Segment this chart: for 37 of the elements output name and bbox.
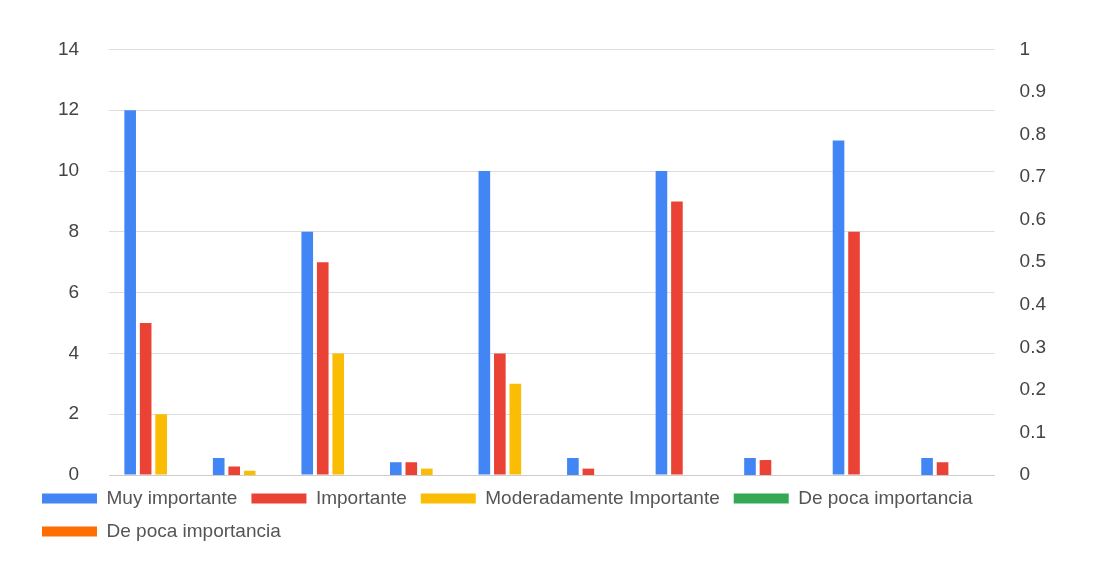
bar [848,231,860,475]
bar [832,140,845,475]
y2-tick-label: 0.5 [1019,250,1047,272]
bar [301,231,314,475]
y-tick-label: 0 [68,463,80,485]
y-tick-label: 12 [57,98,80,120]
legend-label: Importante [315,486,407,508]
legend-label: De poca importancia [106,519,282,541]
legend-label: De poca importancia [798,486,973,508]
bar [316,262,329,475]
y2-tick-label: 0.1 [1019,420,1047,442]
y-tick-label: 4 [68,341,80,363]
y2-tick-label: 0.9 [1019,80,1047,102]
bar [124,110,136,475]
bar [494,353,506,475]
bar [655,171,668,475]
legend-label: Moderadamente Importante [485,486,720,508]
bar [155,414,167,475]
y2-tick-label: 0.3 [1019,335,1047,357]
y2-tick-label: 0.4 [1019,292,1047,314]
y2-tick-label: 0.7 [1019,165,1047,187]
y2-tick-label: 0.2 [1019,378,1047,400]
bar [332,353,345,475]
bar [478,171,491,475]
legend-label: Muy importante [106,486,238,508]
y-tick-label: 10 [57,159,80,181]
bar [139,323,152,475]
y2-tick-label: 0.6 [1019,207,1047,229]
y2-tick-label: 0 [1019,463,1031,485]
y-tick-label: 8 [68,220,80,242]
bar [509,383,522,475]
y-tick-label: 2 [68,402,80,424]
y2-tick-label: 1 [1019,37,1031,59]
bar [671,201,683,475]
y-tick-label: 14 [57,37,80,59]
y-tick-label: 6 [68,280,80,302]
y2-tick-label: 0.8 [1019,122,1047,144]
